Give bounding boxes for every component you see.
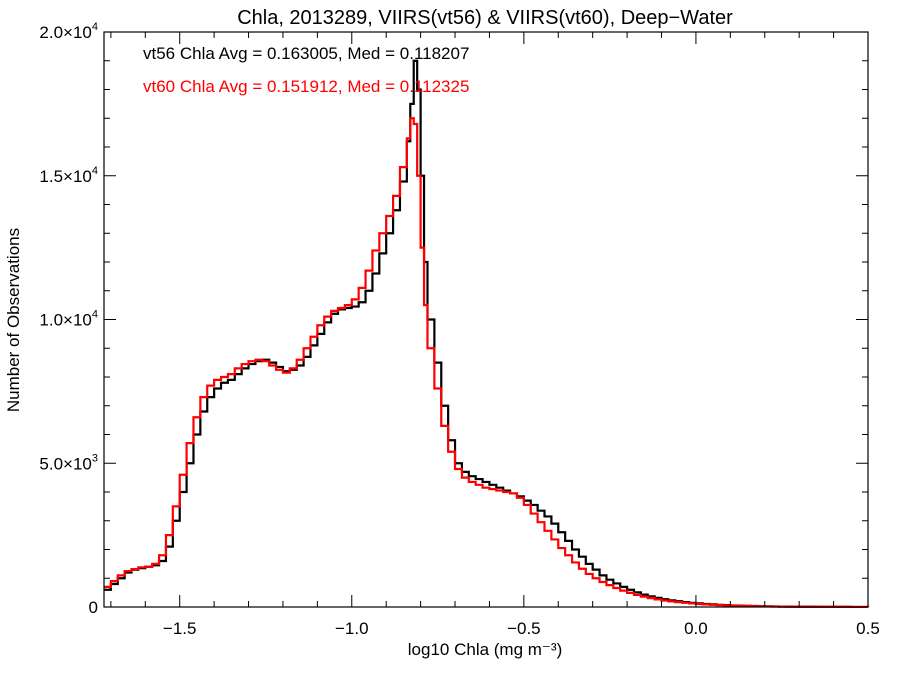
x-tick-label: −0.5	[507, 619, 541, 638]
series-line-vt60	[104, 117, 870, 609]
annotation-vt56-stats: vt56 Chla Avg = 0.163005, Med = 0.118207	[143, 44, 469, 63]
series-line-vt56	[104, 59, 870, 609]
y-axis-label: Number of Observations	[4, 228, 23, 412]
chart-title: Chla, 2013289, VIIRS(vt56) & VIIRS(vt60)…	[237, 7, 733, 29]
y-tick-label: 0	[89, 598, 98, 617]
ticks-layer: −1.5 −1.0 −0.5 0.0 0.5 0 5.0×103 1.0×104 1.5×104…	[39, 21, 879, 638]
x-tick-label: −1.5	[163, 619, 197, 638]
x-tick-label: 0.0	[684, 619, 708, 638]
annotation-vt60-stats: vt60 Chla Avg = 0.151912, Med = 0.112325	[143, 77, 469, 96]
plot-frame	[103, 31, 869, 608]
x-tick-label: −1.0	[335, 619, 369, 638]
y-tick-label: 1.0×104	[39, 309, 98, 330]
x-tick-label: 0.5	[856, 619, 880, 638]
y-tick-label: 2.0×104	[39, 21, 98, 42]
y-tick-label: 1.5×104	[39, 165, 98, 186]
y-tick-label: 5.0×103	[39, 452, 98, 473]
x-axis-label: log10 Chla (mg m⁻³)	[408, 640, 562, 659]
series-layer	[104, 59, 870, 609]
